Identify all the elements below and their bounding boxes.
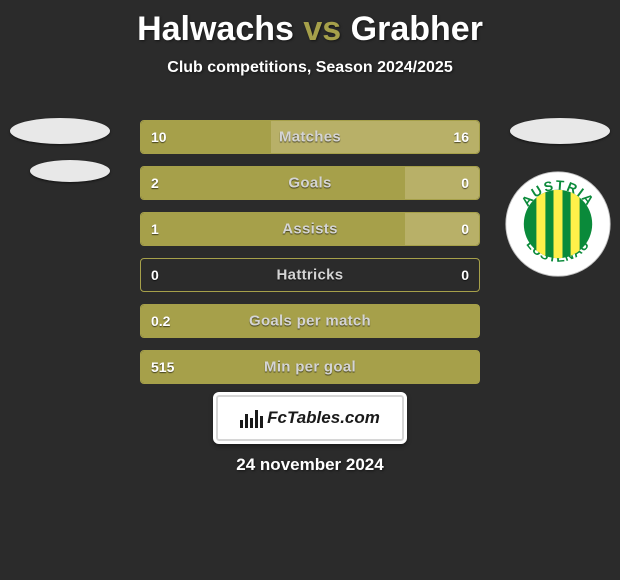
stat-value-right: 16	[453, 129, 469, 145]
stat-value-right: 0	[461, 267, 469, 283]
lustenau-badge-icon: AUSTRIA LUSTENAU	[504, 170, 612, 278]
stat-label: Goals per match	[249, 313, 371, 330]
bar-left	[141, 213, 405, 245]
fctables-watermark: FcTables.com	[213, 392, 407, 444]
stat-label: Min per goal	[264, 359, 356, 376]
stats-chart: 1016Matches20Goals10Assists00Hattricks0.…	[140, 120, 480, 396]
bar-left	[141, 167, 405, 199]
title-player2: Grabher	[351, 10, 483, 48]
stat-row: 0 0 Hattricks	[140, 258, 480, 292]
stat-row: 515 Min per goal	[140, 350, 480, 384]
stat-row: 0.2 Goals per match	[140, 304, 480, 338]
subtitle: Club competitions, Season 2024/2025	[0, 59, 620, 77]
stat-value-left: 10	[151, 129, 167, 145]
page-title: Halwachs vs Grabher	[0, 0, 620, 49]
stat-value-left: 0	[151, 267, 159, 283]
left-badge-ellipse-1	[10, 118, 110, 144]
stat-row: 1 0 Assists	[140, 212, 480, 246]
stat-value-right: 0	[461, 175, 469, 191]
stat-value-left: 1	[151, 221, 159, 237]
left-player-badges	[10, 118, 110, 198]
title-player1: Halwachs	[137, 10, 294, 48]
left-badge-ellipse-2	[30, 160, 110, 182]
stat-label: Matches	[279, 129, 341, 146]
stat-value-left: 515	[151, 359, 174, 375]
date-label: 24 november 2024	[236, 455, 383, 475]
right-player-badges: AUSTRIA LUSTENAU	[510, 118, 610, 160]
title-vs: vs	[303, 10, 341, 48]
stat-label: Goals	[288, 175, 331, 192]
right-badge-ellipse	[510, 118, 610, 144]
fctables-label: FcTables.com	[267, 408, 380, 428]
stat-value-left: 0.2	[151, 313, 170, 329]
stat-row: 10 16 Matches	[140, 120, 480, 154]
stat-label: Hattricks	[277, 267, 344, 284]
fctables-bars-icon	[240, 408, 263, 428]
stat-value-left: 2	[151, 175, 159, 191]
stat-row: 2 0 Goals	[140, 166, 480, 200]
stat-label: Assists	[282, 221, 337, 238]
stat-value-right: 0	[461, 221, 469, 237]
